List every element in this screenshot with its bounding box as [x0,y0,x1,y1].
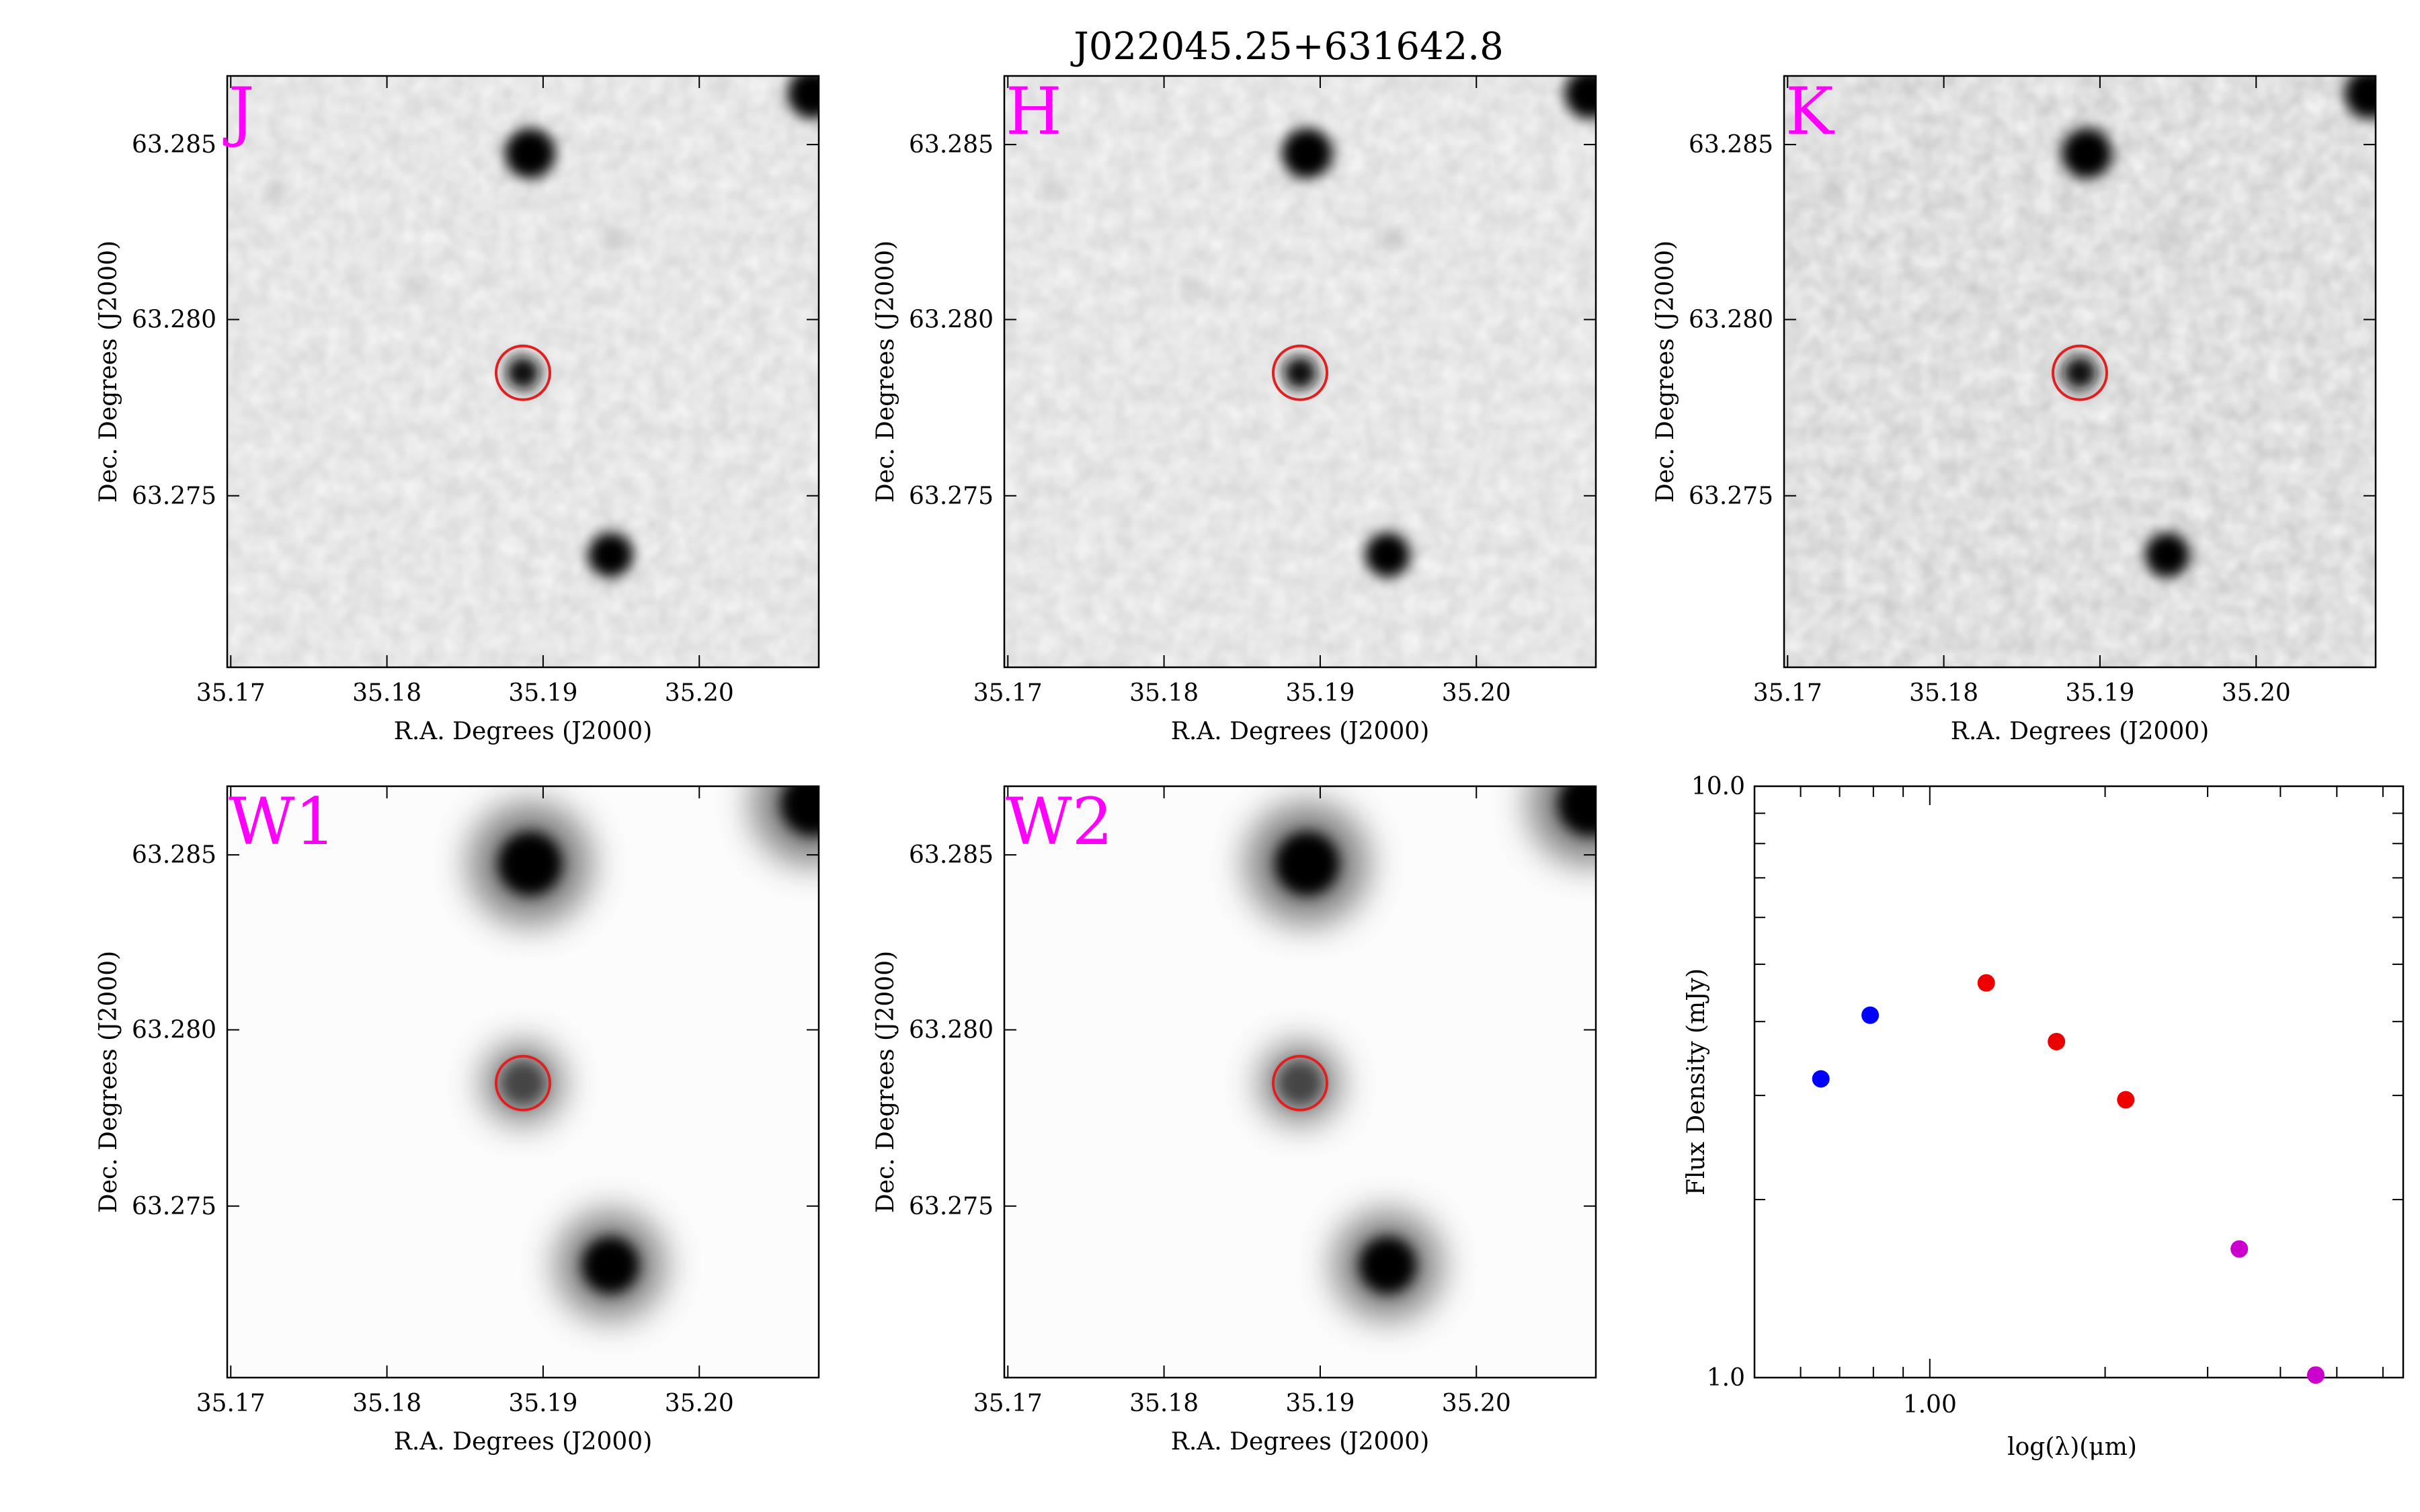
x-tick-label: 35.18 [352,1390,421,1417]
x-tick-label: 35.17 [973,679,1043,707]
x-tick-label: 35.17 [1753,679,1822,707]
x-tick-label: 35.18 [1129,1390,1199,1417]
x-tick-label: 35.20 [665,679,734,707]
y-tick-label: 63.280 [909,1017,994,1044]
y-tick-label: 1.0 [1707,1364,1745,1392]
y-tick-label: 63.275 [132,482,216,510]
image-pixels [1246,786,1596,1320]
y-axis-label: Dec. Degrees (J2000) [1652,241,1679,503]
image-pixels [1784,76,2376,667]
target-aperture [495,1054,551,1111]
y-tick-label: 10.0 [1691,773,1745,800]
y-tick-label: 63.275 [1689,482,1773,510]
panel-frame [226,785,820,1379]
y-axis-label: Dec. Degrees (J2000) [872,951,899,1213]
y-tick-label: 63.280 [132,306,216,334]
image-pixels [1004,76,1596,667]
y-tick-label: 63.285 [132,841,216,869]
target-aperture [1272,1054,1328,1111]
sed-frame [1753,785,2405,1379]
y-tick-label: 63.280 [132,1017,216,1044]
figure-title: J022045.25+631642.8 [1070,25,1503,69]
x-tick-label: 35.19 [1285,679,1355,707]
x-axis-label: R.A. Degrees (J2000) [1951,718,2210,745]
sed-point-4 [2048,1032,2066,1050]
x-tick-label: 1.00 [1903,1391,1957,1419]
cutout-panel-k: 35.17 35.18 35.19 35.20 63.285 63.280 63.275 R.… [1652,74,2377,745]
x-tick-label: 35.20 [2222,679,2291,707]
x-tick-label: 35.18 [1129,679,1199,707]
x-tick-label: 35.20 [1442,1390,1511,1417]
cutout-panel-h: 35.17 35.18 35.19 35.20 63.285 63.280 63.275 R.… [872,74,1597,745]
x-axis-label: R.A. Degrees (J2000) [394,718,653,745]
y-axis-label: Dec. Degrees (J2000) [95,951,122,1213]
x-axis-label: R.A. Degrees (J2000) [1171,1428,1430,1456]
x-tick-label: 35.17 [196,679,266,707]
y-tick-label: 63.280 [1689,306,1773,334]
sed-point-1 [1812,1070,1830,1088]
cutout-panel-w2: 35.17 35.18 35.19 35.20 63.285 63.280 63.275 R.… [872,784,1597,1456]
image-pixels [469,786,819,1320]
panel-frame [1783,75,2377,669]
x-tick-label: 35.19 [2065,679,2134,707]
y-tick-label: 63.285 [132,131,216,159]
sed-point-5 [2117,1091,2135,1109]
x-tick-label: 35.18 [1909,679,1978,707]
x-axis-label: log(λ)(μm) [2007,1433,2137,1461]
x-tick-label: 35.19 [508,679,577,707]
sed-point-2 [1861,1006,1880,1024]
y-tick-label: 63.280 [909,306,994,334]
band-label: W2 [1006,784,1113,859]
target-aperture [1272,344,1328,401]
band-label: H [1006,74,1062,149]
panel-frame [1003,785,1597,1379]
y-axis-label: Dec. Degrees (J2000) [95,241,122,503]
y-tick-label: 63.275 [132,1193,216,1220]
cutout-panel-j: 35.17 35.18 35.19 35.20 63.285 63.280 63.275 R.… [95,74,820,745]
y-axis-label: Dec. Degrees (J2000) [872,241,899,503]
x-tick-label: 35.20 [665,1390,734,1417]
panel-frame [226,75,820,669]
cutout-panel-w1: 35.17 35.18 35.19 35.20 63.285 63.280 63.275 R.… [95,784,820,1456]
panel-frame [1003,75,1597,669]
x-tick-label: 35.17 [973,1390,1043,1417]
sed-point-6 [2230,1240,2249,1258]
x-tick-label: 35.19 [1285,1390,1355,1417]
band-label: K [1785,74,1835,149]
y-tick-label: 63.275 [909,482,994,510]
sed-chart: 10.0 1.0 1.00 log(λ)(μm) Flux Density (mJy) [1683,773,2405,1461]
x-tick-label: 35.18 [352,679,421,707]
target-aperture [2052,344,2108,401]
y-axis-label: Flux Density (mJy) [1683,968,1710,1195]
sed-point-3 [1977,974,1995,992]
image-pixels [227,76,819,667]
band-label: W1 [229,784,336,859]
y-tick-label: 63.285 [909,131,994,159]
cutout-panels: 35.17 35.18 35.19 35.20 63.285 63.280 63.275 R.… [95,74,2377,1456]
x-tick-label: 35.17 [196,1390,266,1417]
x-axis-label: R.A. Degrees (J2000) [1171,718,1430,745]
y-tick-label: 63.285 [1689,131,1773,159]
x-tick-label: 35.20 [1442,679,1511,707]
sed-point-7 [2306,1366,2325,1384]
y-tick-label: 63.285 [909,841,994,869]
x-tick-label: 35.19 [508,1390,577,1417]
x-axis-label: R.A. Degrees (J2000) [394,1428,653,1456]
target-aperture [495,344,551,401]
y-tick-label: 63.275 [909,1193,994,1220]
